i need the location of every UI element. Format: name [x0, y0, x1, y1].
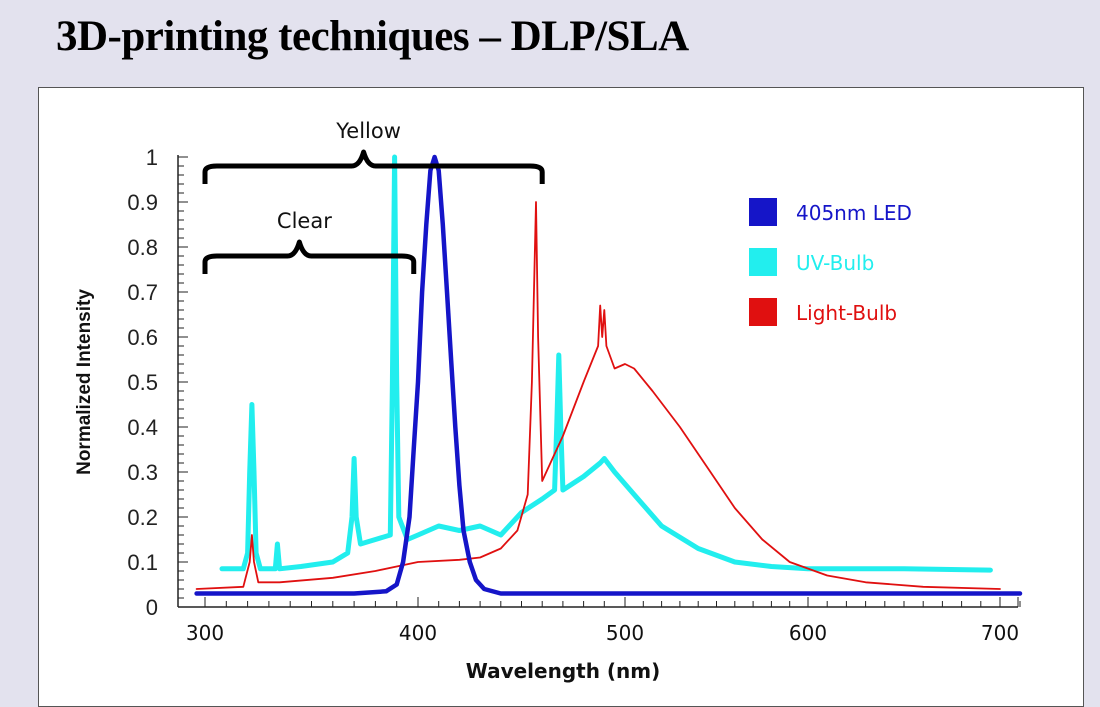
annotations: Yellow Clear: [202, 119, 545, 274]
series-line-light-bulb: [195, 201, 1001, 590]
x-tick-label: 500: [606, 621, 644, 645]
brace-yellow: [202, 149, 545, 184]
y-tick-label: 0.9: [127, 190, 158, 215]
spectrum-chart: 0 0.1 0.2 0.3 0.4 0.5 0.6 0.7 0.8 0.9 1 300 400 500 60…: [74, 119, 1023, 683]
legend: 405nm LED UV-Bulb Light-Bulb: [749, 198, 912, 326]
legend-label: 405nm LED: [796, 201, 912, 225]
y-axis-label: Normalized Intensity: [74, 289, 95, 475]
x-tick-label: 600: [789, 621, 827, 645]
y-tick-label: 0.3: [127, 460, 158, 485]
y-tick-label: 0.5: [127, 370, 158, 395]
slide-title: 3D-printing techniques – DLP/SLA: [56, 13, 689, 60]
brace-label-yellow: Yellow: [335, 119, 401, 143]
y-tick-label: 0.7: [127, 280, 158, 305]
legend-swatch: [749, 298, 777, 326]
brace-clear: [202, 239, 417, 274]
legend-swatch: [749, 198, 777, 226]
brace-label-clear: Clear: [277, 209, 332, 233]
y-tick-label: 0.6: [127, 325, 158, 350]
y-tick-label: 0.4: [127, 415, 158, 440]
legend-swatch: [749, 248, 777, 276]
y-tick-label: 1: [146, 145, 158, 170]
x-axis-label: Wavelength (nm): [466, 659, 661, 683]
series-lines: [194, 154, 1023, 596]
x-tick-label: 300: [186, 621, 224, 645]
y-tick-label: 0: [146, 595, 158, 620]
series-line-405nm-led: [194, 154, 1023, 596]
y-tick-label: 0.1: [127, 550, 158, 575]
y-tick-label: 0.2: [127, 505, 158, 530]
legend-label: UV-Bulb: [796, 251, 874, 275]
legend-label: Light-Bulb: [796, 301, 897, 325]
x-tick-label: 400: [399, 621, 437, 645]
y-tick-label: 0.8: [127, 235, 158, 260]
x-tick-label: 700: [981, 621, 1019, 645]
axes: 0 0.1 0.2 0.3 0.4 0.5 0.6 0.7 0.8 0.9 1 300 400 500 60…: [127, 145, 1021, 645]
